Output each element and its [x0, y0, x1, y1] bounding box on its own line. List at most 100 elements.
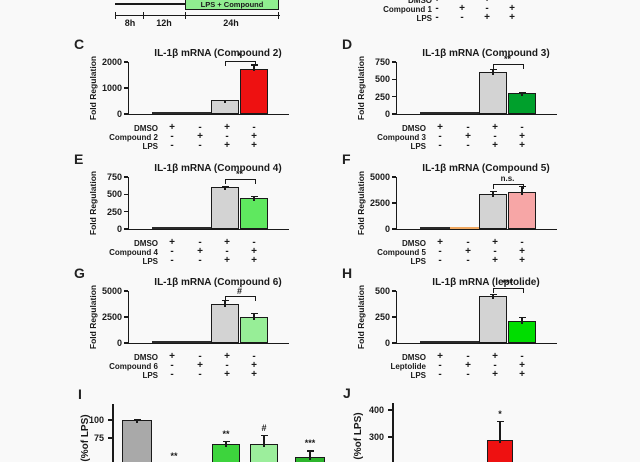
treatment-sign: -: [493, 246, 497, 257]
treatment-row-label: LPS: [142, 142, 158, 151]
y-tick-label: 500: [374, 286, 390, 296]
y-tick-mark: [124, 193, 128, 196]
treatment-sign: -: [485, 3, 489, 14]
y-tick-mark: [388, 409, 392, 411]
error-bar-stem: [309, 450, 311, 460]
treatment-sign: +: [224, 237, 230, 248]
y-tick-label: 250: [374, 91, 390, 102]
treatment-sign: +: [492, 369, 498, 380]
treatment-sign: -: [198, 140, 202, 151]
bar-baseline-2: [182, 341, 212, 343]
bar-baseline-1: [152, 341, 182, 343]
error-bar-cap: [221, 99, 229, 101]
treatment-sign: -: [438, 246, 442, 257]
treatment-sign: -: [198, 237, 202, 248]
y-axis-line: [392, 403, 394, 462]
treatment-sign: +: [437, 351, 443, 362]
treatment-sign: -: [170, 360, 174, 371]
treatment-sign: +: [484, 12, 490, 23]
treatment-row-label: DMSO: [408, 0, 432, 5]
treatment-sign: +: [519, 255, 525, 266]
treatment-sign: +: [492, 255, 498, 266]
bar-baseline-2: [182, 112, 212, 114]
plot-area: [396, 177, 557, 230]
y-tick-label: 300: [368, 432, 384, 442]
bar-baseline-1: [420, 112, 450, 114]
treatment-row-label: LPS: [410, 257, 426, 266]
treatment-sign: -: [252, 237, 256, 248]
error-bar-cap: [496, 420, 504, 423]
y-tick-mark: [388, 436, 392, 438]
timeline-box-edge: [115, 3, 187, 5]
error-bar-cap: [250, 64, 258, 66]
treatment-sign: +: [197, 246, 203, 257]
error-bar-stem: [492, 190, 494, 197]
treatment-row-label: LPS: [410, 371, 426, 380]
error-bar-stem: [492, 293, 494, 300]
bar-baseline-1: [152, 227, 182, 229]
treatment-sign: +: [509, 12, 515, 23]
bar-4: [240, 68, 268, 114]
y-tick-label: 400: [368, 405, 384, 415]
treatment-sign: -: [493, 131, 497, 142]
treatment-sign: -: [460, 12, 464, 23]
y-tick-label: 0: [116, 224, 122, 234]
treatment-sign: -: [170, 369, 174, 380]
y-tick-mark: [124, 228, 128, 230]
y-tick-mark: [124, 113, 128, 115]
y-tick-label: 0: [384, 338, 390, 348]
y-tick-mark: [392, 316, 396, 318]
treatment-sign: -: [225, 360, 229, 371]
y-tick-label: 500: [374, 74, 390, 85]
significance-bracket: [493, 288, 524, 294]
treatment-sign: +: [492, 351, 498, 362]
treatment-sign: -: [466, 369, 470, 380]
treatment-sign: -: [438, 140, 442, 151]
treatment-sign: -: [435, 3, 439, 14]
treatment-sign: +: [251, 360, 257, 371]
panel-C: C IL-1β mRNA (Compound 2) Fold Regulation 0…: [70, 36, 370, 151]
error-bar-stem: [253, 64, 255, 72]
error-bar-stem: [224, 99, 226, 104]
treatment-sign: +: [519, 140, 525, 151]
panel-j-summary-chart: J (%of LPS) 400 300 *: [340, 383, 640, 462]
treatment-row-label: DMSO: [134, 239, 158, 248]
chart-title: IL-1β mRNA (leptolide): [432, 277, 540, 288]
panel-letter: G: [74, 265, 85, 281]
treatment-sign: -: [466, 255, 470, 266]
y-tick-mark: [124, 342, 128, 344]
y-tick-label: 0: [384, 109, 390, 119]
error-bar-cap: [518, 91, 526, 94]
error-bar-cap: [518, 317, 526, 319]
y-tick-mark: [124, 290, 128, 292]
panel-letter: F: [342, 151, 351, 167]
treatment-row-label: Leptolide: [390, 362, 426, 371]
error-bar-stem: [499, 420, 501, 443]
significance-label: *: [237, 50, 242, 61]
bar-baseline-1: [152, 112, 182, 114]
treatment-row-label: DMSO: [402, 353, 426, 362]
significance-label: **: [222, 428, 230, 439]
treatment-sign: -: [225, 131, 229, 142]
treatment-row-label: Compound 4: [109, 248, 158, 257]
y-tick-mark: [124, 87, 128, 89]
treatment-sign: +: [519, 131, 525, 142]
treatment-sign: +: [465, 360, 471, 371]
bar-3: [479, 71, 507, 114]
treatment-sign: +: [251, 255, 257, 266]
y-tick-mark: [392, 228, 396, 230]
treatment-row-label: LPS: [142, 257, 158, 266]
panel-letter: J: [343, 385, 351, 401]
treatment-row-label: Compound 3: [377, 133, 426, 142]
treatment-sign: +: [437, 237, 443, 248]
y-tick-label: 2500: [101, 312, 122, 322]
treatment-sign: +: [169, 351, 175, 362]
panel-letter: H: [342, 265, 353, 281]
error-bar-cap: [489, 293, 497, 296]
treatment-sign: -: [520, 351, 524, 362]
significance-bracket: [225, 296, 256, 301]
y-tick-mark: [392, 96, 396, 98]
treatment-sign: +: [251, 131, 257, 142]
treatment-sign: +: [430, 0, 444, 5]
bar-3: [479, 193, 507, 229]
